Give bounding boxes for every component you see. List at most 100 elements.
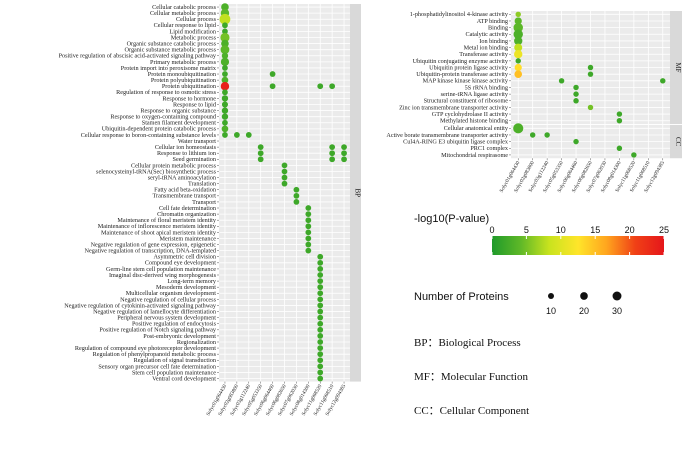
data-point [317,302,324,309]
y-tick-label: Ubiquitin protein ligase activity [429,64,509,71]
facet-strip [350,4,361,382]
y-tick-label: Ventral cord development [152,375,216,382]
y-tick-label: Ubiquitin-protein transferase activity [416,71,509,78]
data-point [221,3,229,11]
y-tick-label: Regulation of response to osmotic stress [116,89,216,96]
data-point [329,83,336,90]
data-point [514,70,523,78]
data-point [221,39,229,48]
size-legend-title: Number of Proteins [414,291,509,303]
data-point [514,36,523,46]
data-point [317,320,324,327]
data-point [317,253,324,260]
y-tick-label: ATP binding [477,18,508,25]
data-point [341,156,347,163]
y-tick-label: Seed germination [173,156,216,163]
data-point [222,132,228,138]
y-tick-label: Water transport [178,138,216,145]
data-point [305,205,312,211]
data-point [293,186,300,193]
data-point [573,138,579,145]
data-point [317,333,324,339]
data-point [233,132,240,138]
data-point [293,192,300,199]
size-legend-label: 30 [612,306,622,316]
y-tick-label: Protein monoubiquitination [148,71,216,78]
data-point [269,83,276,90]
size-legend-dot [612,291,622,301]
data-point [329,150,336,157]
size-legend-dot [580,292,588,300]
data-point [221,95,229,102]
data-point [257,144,264,150]
y-tick-label: Negative regulation of transcription, DN… [85,248,217,255]
data-point [305,223,312,230]
color-tick-label: 20 [625,225,635,235]
y-tick-label: Catalytic activity [466,31,509,38]
legend: -log10(P-value) 0 5 10 15 20 25 Number of Pro… [414,213,669,417]
y-tick-label: Mitochondrial respirasome [441,152,508,159]
y-tick-label: 1-phosphatidylinositol 4-kinase activity [410,11,509,18]
y-tick-label: Response to lipid [173,101,217,108]
data-point [317,259,324,266]
size-legend-label: 10 [546,306,556,316]
facet-label: MF [674,62,682,72]
data-point [513,29,523,39]
abbreviation-mf: MF：Molecular Function [414,371,528,383]
y-tick-label: Protein ubiquitination [162,83,216,90]
y-tick-label: Peripheral nervous system development [117,315,216,322]
data-point [513,22,523,33]
data-point [222,119,228,126]
y-tick-label: Mesoderm development [156,284,216,291]
facet-strip [670,11,682,125]
y-tick-label: Negative regulation of lamellocyte diffe… [93,308,216,315]
data-point [515,58,521,64]
data-point [573,91,579,97]
y-tick-label: Negative regulation of gene expression, … [91,241,217,248]
data-point [293,199,300,205]
y-tick-label: Regulation of compound eye photoreceptor… [75,345,216,352]
data-point [245,132,252,138]
data-point [317,375,324,382]
y-tick-label: Post-embryonic development [143,333,216,340]
data-point [220,32,230,43]
y-tick-label: Meristem maintenance [159,235,216,242]
y-tick-label: Multicellular organism development [126,290,217,297]
y-tick-label: Cellular metabolic process [150,10,217,17]
y-tick-label: PRC1 complex [470,145,509,152]
data-point [257,150,264,157]
data-point [573,84,579,91]
y-tick-label: Response to oxygen-containing compound [110,114,217,121]
y-tick-label: MAP kinase kinase kinase activity [423,78,509,85]
data-point [317,296,324,303]
data-point [513,123,524,134]
data-point [616,145,623,151]
y-tick-label: Chromatin organization [157,211,216,218]
color-tick-label: 10 [556,225,566,235]
data-point [317,363,324,370]
data-point [220,81,230,91]
data-point [317,308,324,315]
data-point [222,28,228,35]
y-tick-label: Active borate transmembrane transporter … [386,132,509,139]
y-tick-label: Cellular response to boron-containing su… [81,132,217,139]
data-point [529,132,536,138]
data-point [341,150,347,157]
data-point [515,11,521,18]
y-tick-label: 5S rRNA binding [465,84,508,91]
y-tick-label: seryl-tRNA aminoacylation [148,174,216,181]
y-tick-label: Protein import into peroxisome matrix [121,65,217,72]
data-point [222,89,228,96]
data-point [221,76,229,84]
data-point [558,78,565,84]
y-tick-label: Stamen filament development [142,120,217,127]
data-point [544,132,550,138]
y-tick-label: Positive regulation of endocytosis [132,321,217,328]
facet-strip [670,125,682,159]
data-point [222,71,228,77]
data-point [305,235,312,242]
y-tick-label: Ubiquitin conjugating enzyme activity [413,58,509,65]
y-tick-label: Regulation of phenylpropanoid metabolic … [93,351,217,358]
y-tick-label: Compound eye development [145,260,216,267]
facet-label: CC [674,137,682,147]
